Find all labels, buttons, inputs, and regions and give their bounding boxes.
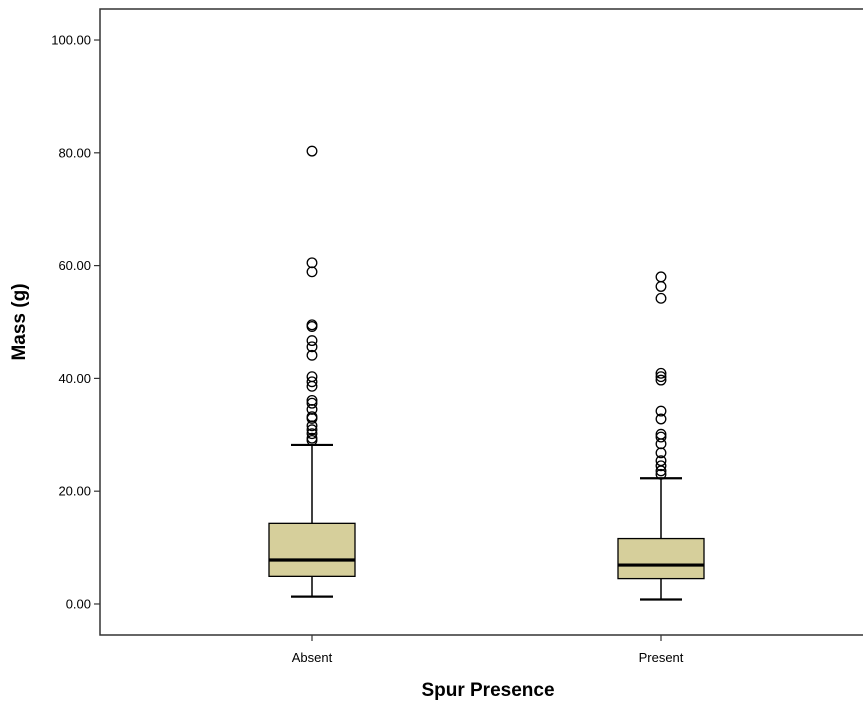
y-tick-label: 60.00	[58, 258, 91, 273]
iqr-box	[268, 522, 356, 577]
y-tick-label: 20.00	[58, 484, 91, 499]
y-tick-label: 40.00	[58, 371, 91, 386]
box-absent	[268, 145, 356, 598]
y-tick-label: 80.00	[58, 145, 91, 160]
x-tick-label: Absent	[292, 650, 333, 665]
outlier-point	[655, 367, 667, 379]
outlier-point	[655, 431, 667, 443]
outlier-point	[655, 413, 667, 425]
outlier-point	[306, 371, 318, 383]
outlier-point	[655, 460, 667, 472]
iqr-box	[617, 537, 705, 580]
outlier-point	[655, 468, 667, 480]
outlier-point	[306, 335, 318, 347]
outlier-point	[306, 319, 318, 331]
plot-area-frame	[99, 8, 863, 636]
x-axis-title: Spur Presence	[421, 680, 554, 701]
x-axis: Absent Present	[292, 635, 684, 665]
outlier-point	[306, 424, 318, 436]
outlier-point	[306, 145, 318, 157]
outlier-point	[306, 432, 318, 444]
outlier-point	[306, 257, 318, 269]
outlier-point	[306, 341, 318, 353]
outlier-point	[655, 455, 667, 467]
box-series	[268, 145, 705, 601]
outlier-point	[655, 428, 667, 440]
outlier-point	[655, 292, 667, 304]
outlier-point	[655, 405, 667, 417]
y-tick-label: 0.00	[66, 596, 91, 611]
outlier-point	[306, 397, 318, 409]
outlier-point	[655, 374, 667, 386]
box-present	[617, 271, 705, 601]
x-tick-label: Present	[639, 650, 684, 665]
outlier-point	[306, 266, 318, 278]
y-axis-title: Mass (g)	[9, 283, 30, 360]
outlier-point	[655, 371, 667, 383]
outlier-point	[306, 428, 318, 440]
y-tick-label: 100.00	[51, 33, 91, 48]
y-axis: 0.00 20.00 40.00 60.00 80.00 100.00	[51, 33, 100, 611]
outlier-point	[655, 271, 667, 283]
outlier-point	[306, 411, 318, 423]
outlier-point	[306, 376, 318, 388]
outlier-point	[306, 394, 318, 406]
outlier-point	[306, 349, 318, 361]
outlier-point	[655, 281, 667, 292]
